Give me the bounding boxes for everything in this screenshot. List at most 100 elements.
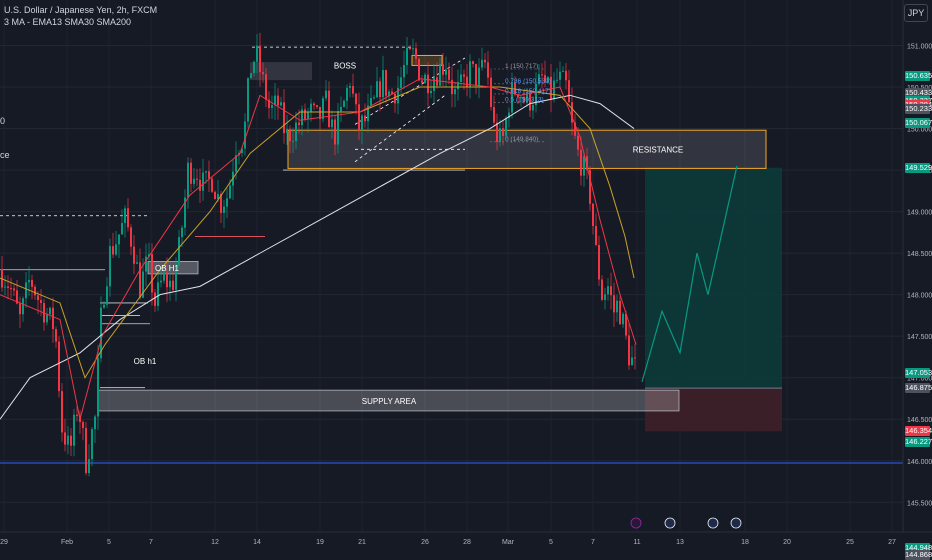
bullish-candle <box>403 65 405 78</box>
bullish-candle <box>340 106 342 112</box>
bearish-candle <box>262 72 264 75</box>
bullish-candle <box>616 300 618 313</box>
bearish-candle <box>154 292 156 306</box>
price-badge: 146.875 <box>905 383 932 394</box>
bearish-candle <box>358 104 360 131</box>
bearish-candle <box>610 286 612 296</box>
bearish-candle <box>277 95 279 106</box>
bearish-candle <box>496 122 498 142</box>
x-tick-label: 7 <box>591 539 595 546</box>
y-tick-label: 148.000 <box>907 293 932 300</box>
bearish-candle <box>514 82 516 95</box>
bearish-candle <box>463 74 465 77</box>
bearish-candle <box>64 432 66 445</box>
bearish-candle <box>442 64 444 75</box>
bearish-candle <box>352 85 354 94</box>
bearish-candle <box>58 341 60 392</box>
bullish-candle <box>337 111 339 145</box>
bearish-candle <box>391 91 393 94</box>
us-flag-event-icon[interactable] <box>664 517 676 529</box>
bearish-candle <box>70 435 72 446</box>
fib-label: 0.618 (150.417) <box>505 88 551 95</box>
bearish-candle <box>319 106 321 120</box>
bearish-candle <box>37 295 39 301</box>
bullish-candle <box>124 208 126 224</box>
bullish-candle <box>223 206 225 213</box>
bullish-candle <box>538 74 540 84</box>
bullish-candle <box>325 90 327 99</box>
bullish-candle <box>439 64 441 86</box>
bullish-candle <box>406 47 408 66</box>
ob-h1-label: OB H1 <box>155 264 180 273</box>
indicator-legend[interactable]: 3 MA - EMA13 SMA30 SMA200 <box>4 17 132 27</box>
bullish-candle <box>103 304 105 308</box>
bullish-candle <box>115 244 117 255</box>
bullish-candle <box>286 128 288 134</box>
us-flag-event-icon[interactable] <box>730 517 742 529</box>
bearish-candle <box>16 290 18 304</box>
bullish-candle <box>136 262 138 264</box>
bearish-candle <box>385 70 387 96</box>
bullish-candle <box>412 48 414 50</box>
bearish-candle <box>196 178 198 180</box>
channel-lower-line <box>354 95 446 163</box>
bearish-candle <box>190 162 192 184</box>
price-badge: 147.053 <box>905 368 932 379</box>
price-badge: 150.067 <box>905 117 932 128</box>
bearish-candle <box>490 77 492 108</box>
ema13-line <box>0 78 637 420</box>
bullish-candle <box>301 109 303 126</box>
bullish-candle <box>106 286 108 305</box>
bullish-candle <box>424 74 426 83</box>
bearish-candle <box>517 94 519 98</box>
bearish-candle <box>619 300 621 325</box>
bearish-candle <box>580 149 582 176</box>
x-tick-label: 14 <box>253 539 261 546</box>
fib-label: 0.786 (150.539) <box>505 78 551 85</box>
bearish-candle <box>283 102 285 134</box>
sma200-line <box>0 94 635 420</box>
bearish-candle <box>595 226 597 245</box>
bullish-candle <box>97 358 99 417</box>
bearish-candle <box>421 80 423 83</box>
bearish-candle <box>586 156 588 170</box>
bullish-candle <box>376 81 378 98</box>
bullish-candle <box>556 79 558 81</box>
price-badge: 144.868 <box>905 549 932 560</box>
bearish-candle <box>574 122 576 136</box>
bearish-candle <box>172 280 174 290</box>
bullish-candle <box>280 102 282 106</box>
bullish-candle <box>175 265 177 290</box>
y-tick-label: 151.000 <box>907 44 932 51</box>
bearish-candle <box>151 254 153 293</box>
x-tick-label: 18 <box>741 539 749 546</box>
bullish-candle <box>583 156 585 176</box>
bearish-candle <box>409 47 411 50</box>
bearish-candle <box>34 286 36 296</box>
left-edge-label-1: ce <box>0 150 10 160</box>
bullish-candle <box>295 122 297 142</box>
bearish-candle <box>355 93 357 105</box>
bearish-candle <box>265 74 267 100</box>
bearish-candle <box>592 203 594 227</box>
bearish-candle <box>550 76 552 99</box>
bearish-candle <box>289 128 291 142</box>
bullish-candle <box>520 96 522 98</box>
bullish-candle <box>400 77 402 88</box>
currency-button[interactable]: JPY <box>904 4 928 22</box>
bullish-candle <box>604 294 606 300</box>
bearish-candle <box>589 169 591 204</box>
bearish-candle <box>571 102 573 123</box>
price-badge: 144.948 <box>905 543 932 554</box>
bullish-candle <box>22 298 24 315</box>
target-zone <box>645 167 782 389</box>
fib-label: 1 (150.717) <box>505 63 538 70</box>
bullish-candle <box>118 234 120 245</box>
lightning-event-icon[interactable] <box>630 517 642 529</box>
bullish-candle <box>247 78 249 122</box>
bullish-candle <box>505 118 507 137</box>
bullish-candle <box>388 91 390 96</box>
x-tick-label: Feb <box>61 539 73 546</box>
us-flag-event-icon[interactable] <box>707 517 719 529</box>
